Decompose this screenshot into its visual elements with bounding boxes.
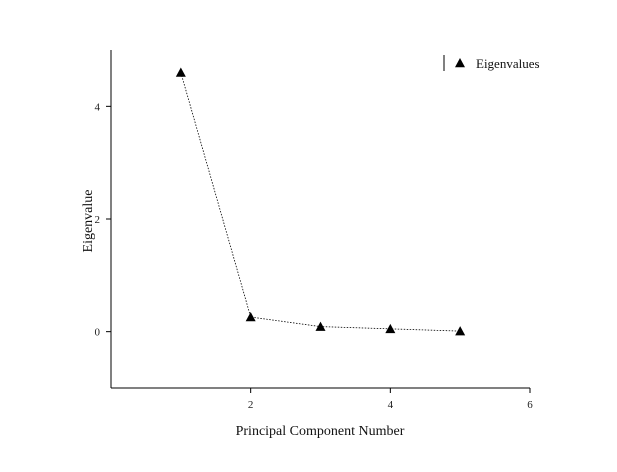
- x-tick-label: 6: [527, 399, 533, 411]
- data-point-triangle: [175, 67, 186, 77]
- x-axis-label: Principal Component Number: [236, 424, 405, 439]
- x-tick-label: 4: [388, 399, 394, 411]
- axes: [110, 50, 530, 389]
- legend-marker-triangle: [455, 58, 465, 68]
- y-tick-label: 4: [95, 101, 101, 113]
- data-point-triangle: [315, 321, 326, 331]
- y-tick-label: 2: [95, 214, 101, 226]
- y-axis-label: Eigenvalue: [81, 190, 96, 253]
- y-tick-label: 0: [95, 327, 101, 339]
- series-line: [180, 72, 461, 332]
- data-point-triangle: [245, 312, 256, 322]
- x-tick-label: 2: [248, 399, 254, 411]
- series-layer: [175, 67, 466, 336]
- ticks: 2 4 6 0 2 4: [95, 101, 534, 411]
- data-point-triangle: [385, 323, 396, 334]
- data-point-triangle: [455, 326, 466, 336]
- legend: Eigenvalues: [443, 55, 540, 71]
- legend-label: Eigenvalues: [476, 56, 540, 71]
